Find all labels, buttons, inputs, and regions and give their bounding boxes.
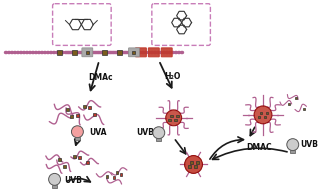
Text: H₂O: H₂O (164, 72, 180, 81)
Bar (258, 116, 260, 118)
Bar (52, 185, 57, 188)
Bar (175, 119, 177, 121)
Text: DMAc: DMAc (88, 73, 113, 82)
Bar (266, 112, 268, 114)
FancyBboxPatch shape (136, 48, 147, 57)
Text: UVA: UVA (89, 128, 107, 137)
Bar (132, 51, 136, 54)
Bar (76, 114, 79, 117)
FancyBboxPatch shape (148, 48, 159, 57)
Bar (196, 161, 199, 164)
Bar (190, 161, 193, 164)
Bar (86, 51, 89, 54)
Bar (75, 137, 80, 140)
Circle shape (71, 126, 83, 138)
Bar (88, 106, 91, 109)
Circle shape (287, 139, 299, 151)
Bar (83, 105, 86, 108)
Text: UVB: UVB (64, 176, 82, 185)
Circle shape (153, 127, 165, 139)
Bar (168, 119, 171, 121)
Bar (290, 150, 295, 153)
Bar (116, 171, 118, 174)
Circle shape (166, 110, 182, 126)
Text: DMAC: DMAC (246, 143, 272, 152)
FancyBboxPatch shape (152, 4, 210, 45)
Bar (303, 108, 305, 110)
Bar (72, 50, 77, 55)
FancyBboxPatch shape (128, 48, 139, 57)
Text: UVB: UVB (136, 128, 154, 137)
Bar (295, 97, 297, 99)
Bar (188, 165, 191, 168)
Bar (78, 156, 80, 159)
Bar (194, 165, 197, 168)
Bar (66, 108, 69, 111)
Bar (113, 176, 115, 179)
Bar (156, 138, 161, 141)
Bar (288, 103, 290, 105)
Bar (260, 112, 262, 114)
Bar (70, 115, 73, 118)
Bar (102, 50, 107, 55)
Circle shape (49, 173, 61, 185)
Text: UVB: UVB (301, 140, 318, 149)
Bar (117, 50, 122, 55)
Bar (106, 175, 109, 178)
FancyBboxPatch shape (52, 4, 111, 45)
Bar (120, 173, 122, 176)
Circle shape (185, 155, 203, 173)
Bar (57, 50, 62, 55)
FancyBboxPatch shape (161, 48, 172, 57)
Bar (58, 158, 61, 161)
Bar (170, 115, 173, 117)
Bar (264, 116, 266, 118)
Bar (93, 113, 96, 116)
Bar (73, 155, 76, 158)
Bar (63, 165, 66, 168)
Circle shape (254, 106, 272, 124)
FancyBboxPatch shape (82, 48, 93, 57)
Bar (86, 161, 89, 164)
Bar (176, 115, 179, 117)
